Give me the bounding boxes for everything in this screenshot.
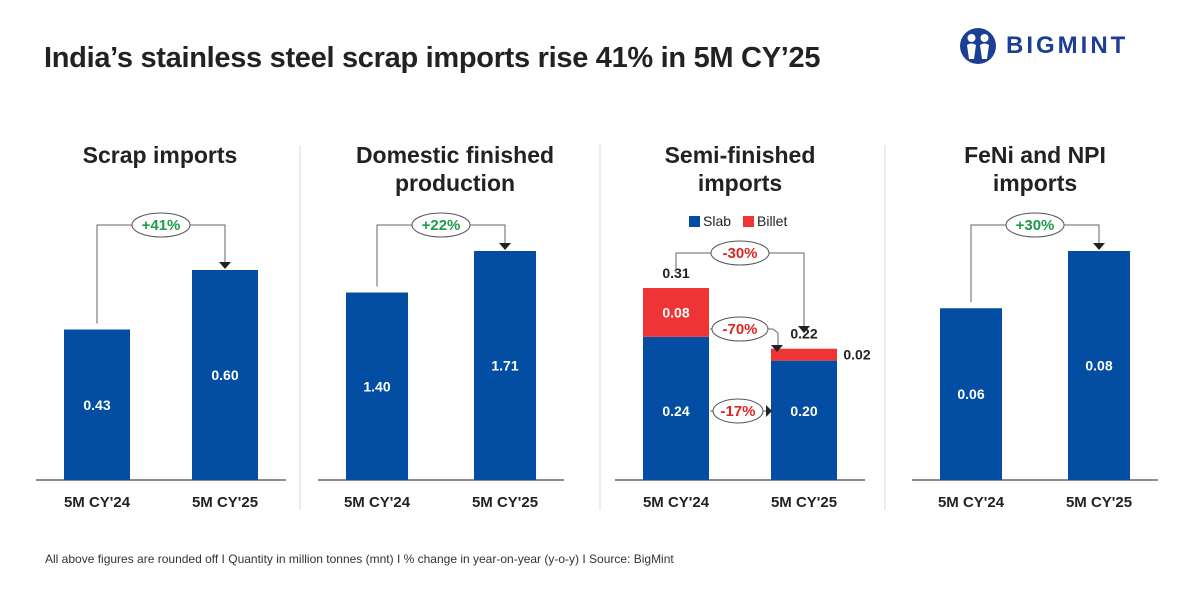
arrow-head-icon bbox=[1093, 243, 1105, 250]
legend-label: Billet bbox=[757, 213, 787, 229]
x-tick-label: 5M CY'24 bbox=[64, 494, 131, 511]
panel-title: production bbox=[395, 170, 515, 196]
legend-swatch-billet bbox=[743, 216, 754, 227]
bar bbox=[64, 329, 130, 480]
x-tick-label: 5M CY'25 bbox=[1066, 494, 1132, 511]
page-title: India’s stainless steel scrap imports ri… bbox=[44, 42, 821, 74]
arrow-head-icon bbox=[798, 326, 810, 333]
arrow-head-icon bbox=[499, 243, 511, 250]
change-pill bbox=[411, 212, 471, 238]
change-label: +30% bbox=[1016, 217, 1055, 234]
bar-value-label-slab: 0.20 bbox=[790, 403, 817, 419]
change-pill bbox=[1005, 212, 1065, 238]
arrow-head-icon bbox=[766, 405, 772, 417]
change-pill bbox=[131, 212, 191, 238]
bar-value-label: 1.40 bbox=[363, 378, 390, 394]
panel-title: Semi-finished bbox=[665, 142, 816, 168]
x-tick-label: 5M CY'24 bbox=[643, 494, 710, 511]
bar-value-label-billet: 0.02 bbox=[843, 347, 870, 363]
change-label: +41% bbox=[142, 217, 181, 234]
change-label: -30% bbox=[722, 245, 757, 262]
bar-value-label: 0.06 bbox=[957, 386, 984, 402]
change-pill bbox=[712, 398, 764, 424]
change-label: +22% bbox=[422, 217, 461, 234]
arrow-head-icon bbox=[219, 262, 231, 269]
bar-segment-slab bbox=[771, 360, 837, 480]
legend-label: Slab bbox=[703, 213, 731, 229]
bar-value-label-slab: 0.24 bbox=[662, 403, 689, 419]
x-tick-label: 5M CY'24 bbox=[938, 494, 1005, 511]
bar bbox=[192, 270, 258, 480]
bar-value-label: 0.43 bbox=[83, 397, 110, 413]
footnote: All above figures are rounded off I Quan… bbox=[45, 552, 674, 566]
x-tick-label: 5M CY'25 bbox=[771, 494, 837, 511]
bar bbox=[346, 292, 408, 480]
bar-value-label: 0.08 bbox=[1085, 358, 1112, 374]
bar-total-label: 0.31 bbox=[662, 265, 689, 281]
change-label: -17% bbox=[720, 403, 755, 420]
panel-title: imports bbox=[993, 170, 1077, 196]
change-pill bbox=[710, 240, 770, 266]
brand-name: BIGMINT bbox=[1006, 32, 1129, 59]
bar-segment-billet bbox=[771, 348, 837, 361]
arrow-head-icon bbox=[771, 345, 783, 352]
change-pill bbox=[711, 316, 769, 342]
bar-value-label: 1.71 bbox=[491, 358, 518, 374]
bar-value-label: 0.60 bbox=[211, 367, 238, 383]
panel-title: Domestic finished bbox=[356, 142, 554, 168]
bar-total-label: 0.22 bbox=[790, 326, 817, 342]
bar bbox=[474, 251, 536, 480]
panel-title: Scrap imports bbox=[83, 142, 238, 168]
brand-logo: BIGMINT bbox=[958, 26, 1128, 66]
bar bbox=[1068, 251, 1130, 480]
bar bbox=[940, 308, 1002, 480]
bar-segment-slab bbox=[643, 336, 709, 480]
bar-segment-billet bbox=[643, 288, 709, 337]
x-tick-label: 5M CY'24 bbox=[344, 494, 411, 511]
bar-value-label-billet: 0.08 bbox=[662, 304, 689, 320]
x-tick-label: 5M CY'25 bbox=[472, 494, 538, 511]
x-tick-label: 5M CY'25 bbox=[192, 494, 258, 511]
panel-title: imports bbox=[698, 170, 782, 196]
panel-title: FeNi and NPI bbox=[964, 142, 1106, 168]
legend-swatch-slab bbox=[689, 216, 700, 227]
bigmint-logo-icon bbox=[960, 28, 996, 64]
change-label: -70% bbox=[722, 321, 757, 338]
